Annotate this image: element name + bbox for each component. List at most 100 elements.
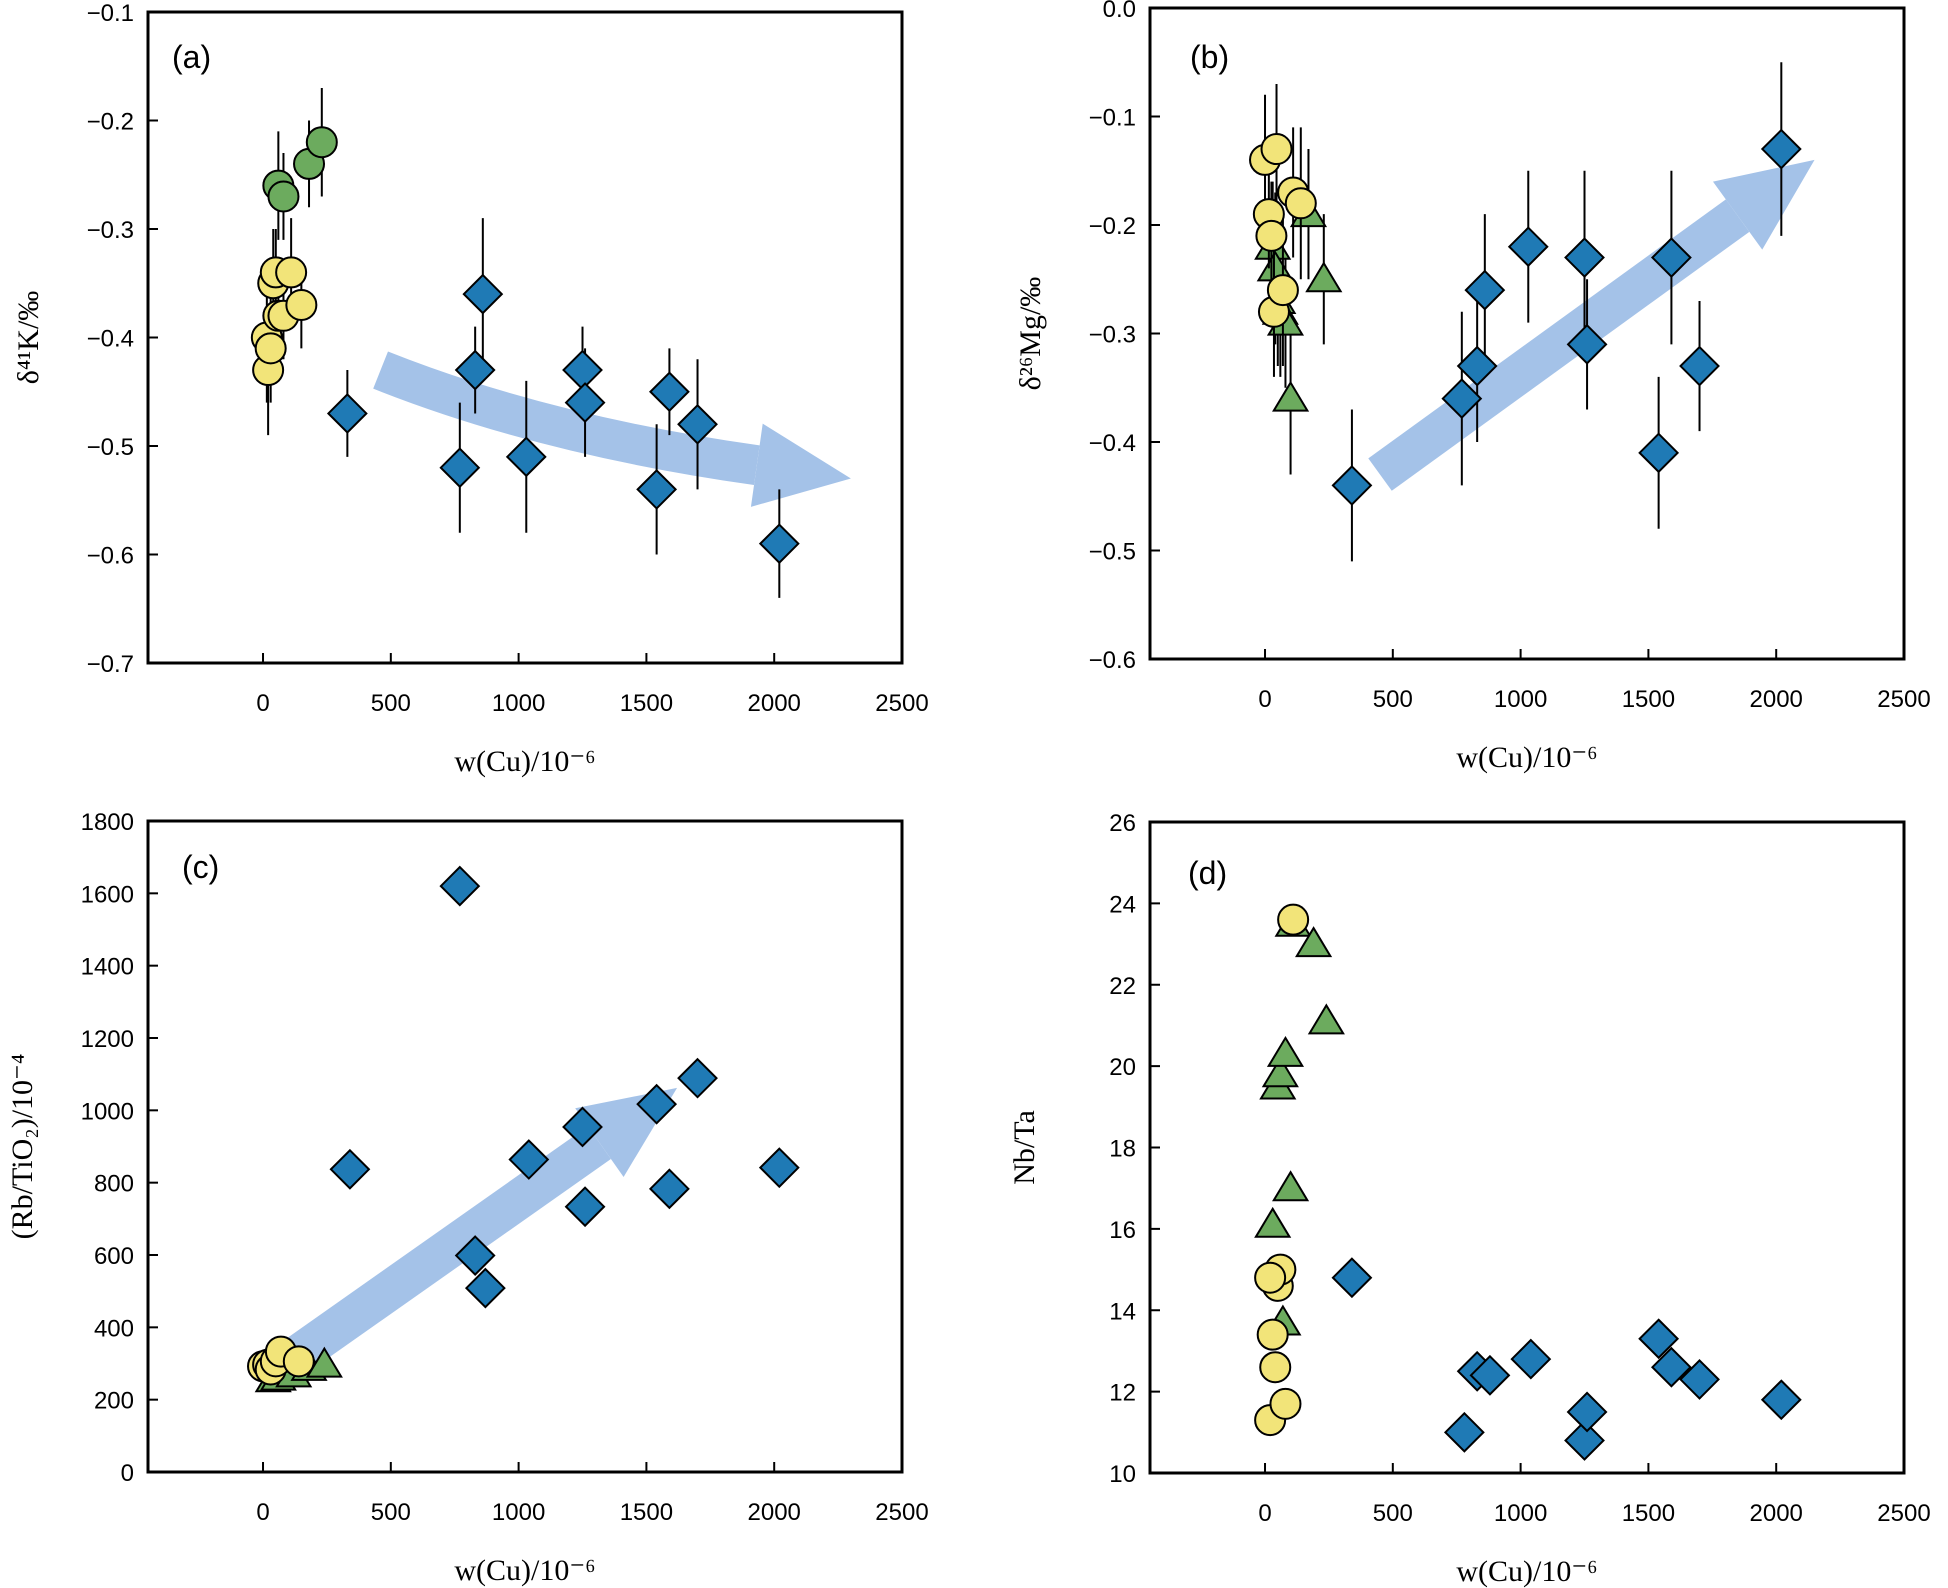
- y-axis-label: δ⁴¹K/‰: [12, 291, 45, 385]
- x-tick-label: 1500: [620, 1499, 673, 1526]
- data-point-diamond: [1331, 464, 1373, 506]
- data-point-circle: [275, 256, 308, 289]
- x-tick-label: 1000: [1494, 686, 1547, 713]
- y-tick-label: 800: [94, 1171, 134, 1198]
- data-point-diamond: [1441, 378, 1483, 420]
- x-axis-label: w(Cu)/10⁻⁶: [1456, 741, 1597, 774]
- x-tick-label: 2500: [875, 1499, 928, 1526]
- y-tick-label: 1400: [81, 954, 134, 981]
- y-tick-label: −0.7: [87, 651, 134, 678]
- data-point-diamond: [648, 1168, 690, 1210]
- data-point-circle: [1269, 1387, 1302, 1420]
- y-tick-label: 0: [121, 1460, 134, 1487]
- x-tick-label: 1000: [1494, 1500, 1547, 1527]
- y-tick-label: 16: [1109, 1217, 1136, 1244]
- data-point-diamond: [1331, 1257, 1373, 1299]
- data-point-diamond: [636, 468, 678, 510]
- data-point-diamond: [1566, 323, 1608, 365]
- y-tick-label: 200: [94, 1388, 134, 1415]
- data-point-triangle: [1295, 926, 1333, 958]
- x-tick-label: 2500: [1877, 1500, 1930, 1527]
- panel-c: 0 500 1000 1500 2000 2500 0 200 400 600 800 1000 120…: [6, 809, 929, 1587]
- data-point-circle: [1260, 133, 1293, 166]
- y-tick-label: −0.4: [87, 326, 134, 353]
- data-point-diamond: [564, 382, 606, 424]
- data-point-diamond: [636, 1083, 678, 1125]
- data-point-circle: [305, 126, 338, 159]
- y-axis-label: δ²⁶Mg/‰: [1014, 277, 1047, 391]
- data-point-circle: [1259, 1351, 1292, 1384]
- y-tick-label: 14: [1109, 1298, 1136, 1325]
- data-point-circle: [1266, 274, 1299, 307]
- data-point-diamond: [1760, 128, 1802, 170]
- y-tick-label: 0.0: [1103, 0, 1136, 23]
- data-point-diamond: [1507, 226, 1549, 268]
- y-tick-label: −0.2: [1089, 213, 1136, 240]
- y-tick-label: −0.6: [1089, 647, 1136, 674]
- data-point-diamond: [562, 1106, 603, 1148]
- data-point-triangle: [1305, 261, 1343, 293]
- x-tick-label: 0: [256, 690, 269, 717]
- data-point-diamond: [1510, 1338, 1552, 1380]
- plot-frame: [1148, 6, 1906, 661]
- data-point-triangle: [1307, 1003, 1345, 1035]
- trend-arrow-shaft: [373, 351, 760, 486]
- y-tick-label: −0.2: [87, 109, 134, 136]
- data-point-triangle: [1272, 1170, 1310, 1202]
- data-point-diamond: [508, 1139, 550, 1180]
- trend-arrow-head: [1712, 159, 1815, 250]
- x-tick-label: 1500: [1622, 686, 1675, 713]
- data-point-diamond: [758, 523, 800, 565]
- y-tick-label: 1600: [81, 881, 134, 908]
- data-point-diamond: [1679, 345, 1720, 387]
- data-point-circle: [1255, 219, 1288, 252]
- panel-label: (a): [172, 39, 211, 75]
- data-point-diamond: [1464, 269, 1506, 311]
- y-tick-label: −0.5: [1089, 539, 1136, 566]
- x-axis-label: w(Cu)/10⁻⁶: [454, 1554, 595, 1587]
- y-tick-label: 10: [1109, 1461, 1136, 1488]
- data-point-triangle: [305, 1346, 343, 1378]
- panel-label: (c): [182, 849, 219, 885]
- data-point-diamond: [1760, 1379, 1802, 1421]
- data-point-diamond: [564, 1186, 606, 1228]
- data-point-diamond: [454, 1235, 496, 1276]
- x-tick-label: 500: [371, 1499, 411, 1526]
- data-point-circle: [1284, 187, 1317, 220]
- panel-label: (d): [1188, 855, 1227, 891]
- y-tick-label: −0.1: [87, 0, 134, 27]
- data-point-diamond: [439, 865, 481, 907]
- data-point-diamond: [464, 1267, 506, 1309]
- x-tick-label: 500: [1373, 1500, 1413, 1527]
- x-tick-label: 2000: [1750, 1500, 1803, 1527]
- x-tick-label: 0: [1258, 1500, 1271, 1527]
- x-tick-label: 2500: [1877, 686, 1930, 713]
- data-point-circle: [1277, 903, 1310, 936]
- data-point-diamond: [1566, 1391, 1608, 1433]
- data-point-diamond: [1638, 1318, 1680, 1360]
- data-point-diamond: [454, 349, 496, 391]
- panel-label: (b): [1190, 39, 1229, 75]
- panel-b: 0 500 1000 1500 2000 2500 −0.6 −0.5 −0.4 −0.3 −0.2…: [1014, 0, 1931, 774]
- data-point-diamond: [677, 403, 718, 445]
- y-axis-label: Nb/Ta: [1008, 1110, 1041, 1185]
- y-tick-label: −0.3: [1089, 322, 1136, 349]
- data-point-triangle: [1266, 1035, 1305, 1067]
- panel-a: 0 500 1000 1500 2000 2500 −0.7 −0.6 −0.5 −0.4 −0.3…: [12, 0, 929, 778]
- data-point-circle: [254, 332, 287, 365]
- x-tick-label: 2500: [875, 690, 928, 717]
- x-tick-label: 1000: [492, 1499, 545, 1526]
- trend-arrow-head: [750, 423, 851, 507]
- data-point-diamond: [326, 393, 368, 434]
- y-tick-label: 18: [1109, 1136, 1136, 1163]
- data-point-circle: [285, 288, 318, 321]
- y-tick-label: 22: [1109, 973, 1136, 1000]
- x-tick-label: 2000: [748, 1499, 801, 1526]
- data-point-circle: [1254, 1261, 1287, 1294]
- y-tick-label: −0.4: [1089, 430, 1136, 457]
- data-point-diamond: [1469, 1354, 1511, 1396]
- y-tick-label: 1200: [81, 1026, 134, 1053]
- x-tick-label: 2000: [748, 690, 801, 717]
- data-point-triangle: [1261, 1056, 1299, 1088]
